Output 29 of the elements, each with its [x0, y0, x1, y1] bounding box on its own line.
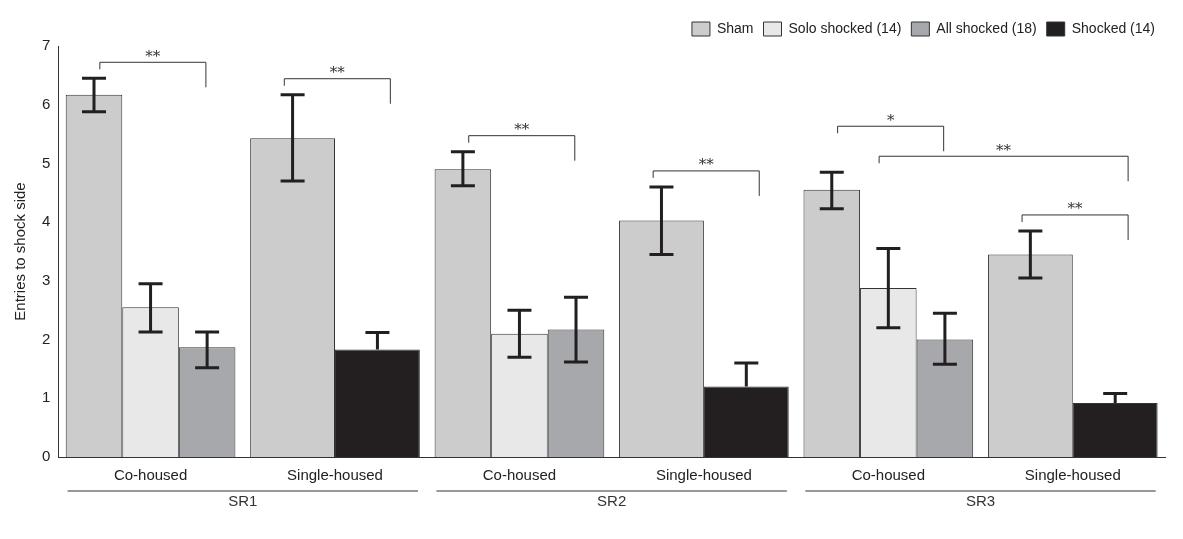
y-tick-label: 1: [42, 388, 51, 406]
x-tick-label: Single-housed: [287, 466, 383, 484]
annotation: *: [886, 110, 895, 129]
text: SR2: [597, 491, 627, 509]
y-axis-title: Entries to shock side: [11, 182, 29, 321]
text: SR1: [228, 491, 258, 509]
text: SR3: [965, 491, 996, 509]
legend-label: Sham: [716, 19, 754, 36]
y-tick-label: 3: [42, 271, 51, 288]
annotation: **: [514, 120, 530, 139]
annotation: **: [996, 140, 1012, 159]
y-tick-label: 5: [42, 153, 51, 171]
y-tick-label: 0: [42, 447, 51, 465]
annotation: **: [329, 63, 346, 82]
y-tick-label: 2: [42, 329, 51, 347]
legend-label: All shocked (18): [936, 19, 1037, 36]
annotation: **: [145, 46, 161, 65]
y-tick-label: 6: [42, 94, 51, 112]
x-tick-label: Single-housed: [1024, 466, 1121, 484]
annotation: **: [1067, 199, 1084, 218]
x-tick-label: Single-housed: [655, 466, 752, 484]
y-tick-label: 4: [42, 212, 51, 230]
x-tick-label: Co-housed: [113, 466, 188, 484]
y-tick-label: 7: [42, 36, 51, 54]
x-tick-label: Co-housed: [851, 466, 926, 484]
annotation: **: [698, 155, 715, 174]
x-tick-label: Co-housed: [482, 466, 557, 484]
legend-label: Shocked (14): [1071, 19, 1156, 36]
legend-label: Solo shocked (14): [788, 19, 902, 36]
